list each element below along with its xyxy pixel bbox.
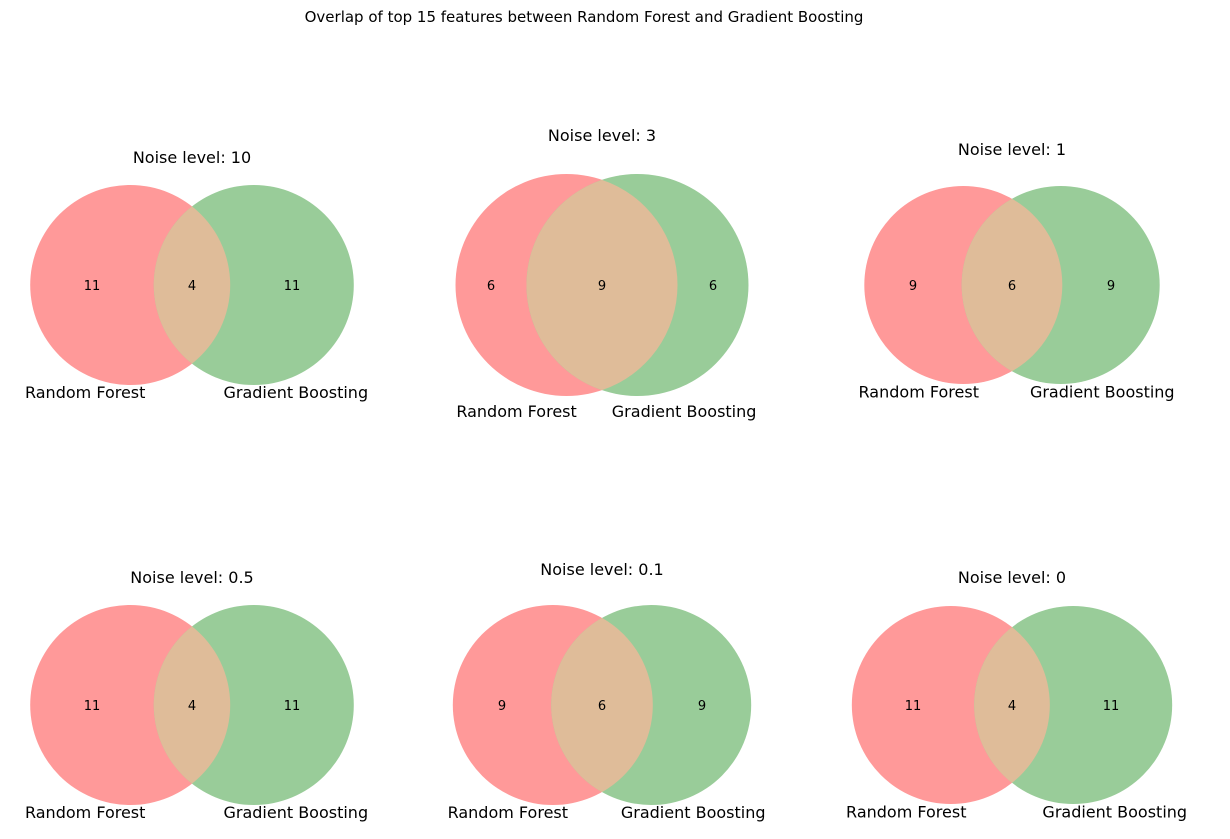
venn-panel: Noise level: 0.5 11 4 11 Random Forest Gradie…	[25, 568, 368, 822]
overlap-region	[153, 626, 231, 784]
set-label-b: Gradient Boosting	[1042, 802, 1187, 821]
count-only-b: 11	[1103, 699, 1120, 714]
count-only-a: 11	[84, 699, 101, 714]
venn-panel: Noise level: 3 6 9 6 Random Forest Gradient B…	[455, 126, 757, 421]
set-label-b: Gradient Boosting	[621, 803, 766, 822]
count-both: 6	[598, 699, 606, 714]
count-both: 9	[598, 279, 606, 294]
venn-panel: Noise level: 10 11 4 11 Random Forest Gradien…	[25, 148, 368, 402]
set-label-a: Random Forest	[456, 402, 576, 421]
venn-panel: Noise level: 0 11 4 11 Random Forest Gradient…	[846, 568, 1187, 821]
panel-title: Noise level: 3	[548, 126, 656, 145]
count-only-b: 11	[284, 279, 301, 294]
set-label-b: Gradient Boosting	[223, 383, 368, 402]
count-only-b: 9	[1107, 279, 1115, 294]
set-label-b: Gradient Boosting	[612, 402, 757, 421]
overlap-region	[153, 206, 231, 364]
count-only-a: 11	[84, 279, 101, 294]
count-only-b: 9	[698, 699, 706, 714]
set-label-a: Random Forest	[25, 803, 145, 822]
venn-panels: Noise level: 10 11 4 11 Random Forest Gradien…	[25, 126, 1187, 822]
set-label-b: Gradient Boosting	[223, 803, 368, 822]
panel-title: Noise level: 0.1	[540, 560, 663, 579]
venn-panel: Noise level: 1 9 6 9 Random Forest Gradient B…	[859, 140, 1175, 401]
count-only-b: 6	[709, 279, 717, 294]
panel-title: Noise level: 0.5	[130, 568, 253, 587]
set-label-a: Random Forest	[846, 802, 966, 821]
count-only-b: 11	[284, 699, 301, 714]
overlap-region	[526, 179, 678, 391]
count-both: 4	[188, 699, 196, 714]
count-both: 6	[1008, 279, 1016, 294]
overlap-region	[551, 617, 653, 793]
count-both: 4	[188, 279, 196, 294]
panel-title: Noise level: 1	[958, 140, 1066, 159]
overlap-region	[961, 198, 1063, 372]
panel-title: Noise level: 0	[958, 568, 1066, 587]
count-only-a: 9	[909, 279, 917, 294]
set-label-a: Random Forest	[448, 803, 568, 822]
figure-title: Overlap of top 15 features between Rando…	[305, 8, 864, 26]
overlap-region	[974, 627, 1050, 783]
set-label-a: Random Forest	[25, 383, 145, 402]
count-only-a: 11	[905, 699, 922, 714]
count-only-a: 6	[487, 279, 495, 294]
set-label-b: Gradient Boosting	[1030, 382, 1175, 401]
count-both: 4	[1008, 699, 1016, 714]
venn-panel: Noise level: 0.1 9 6 9 Random Forest Gradient…	[448, 560, 766, 822]
set-label-a: Random Forest	[859, 382, 979, 401]
count-only-a: 9	[498, 699, 506, 714]
panel-title: Noise level: 10	[133, 148, 251, 167]
